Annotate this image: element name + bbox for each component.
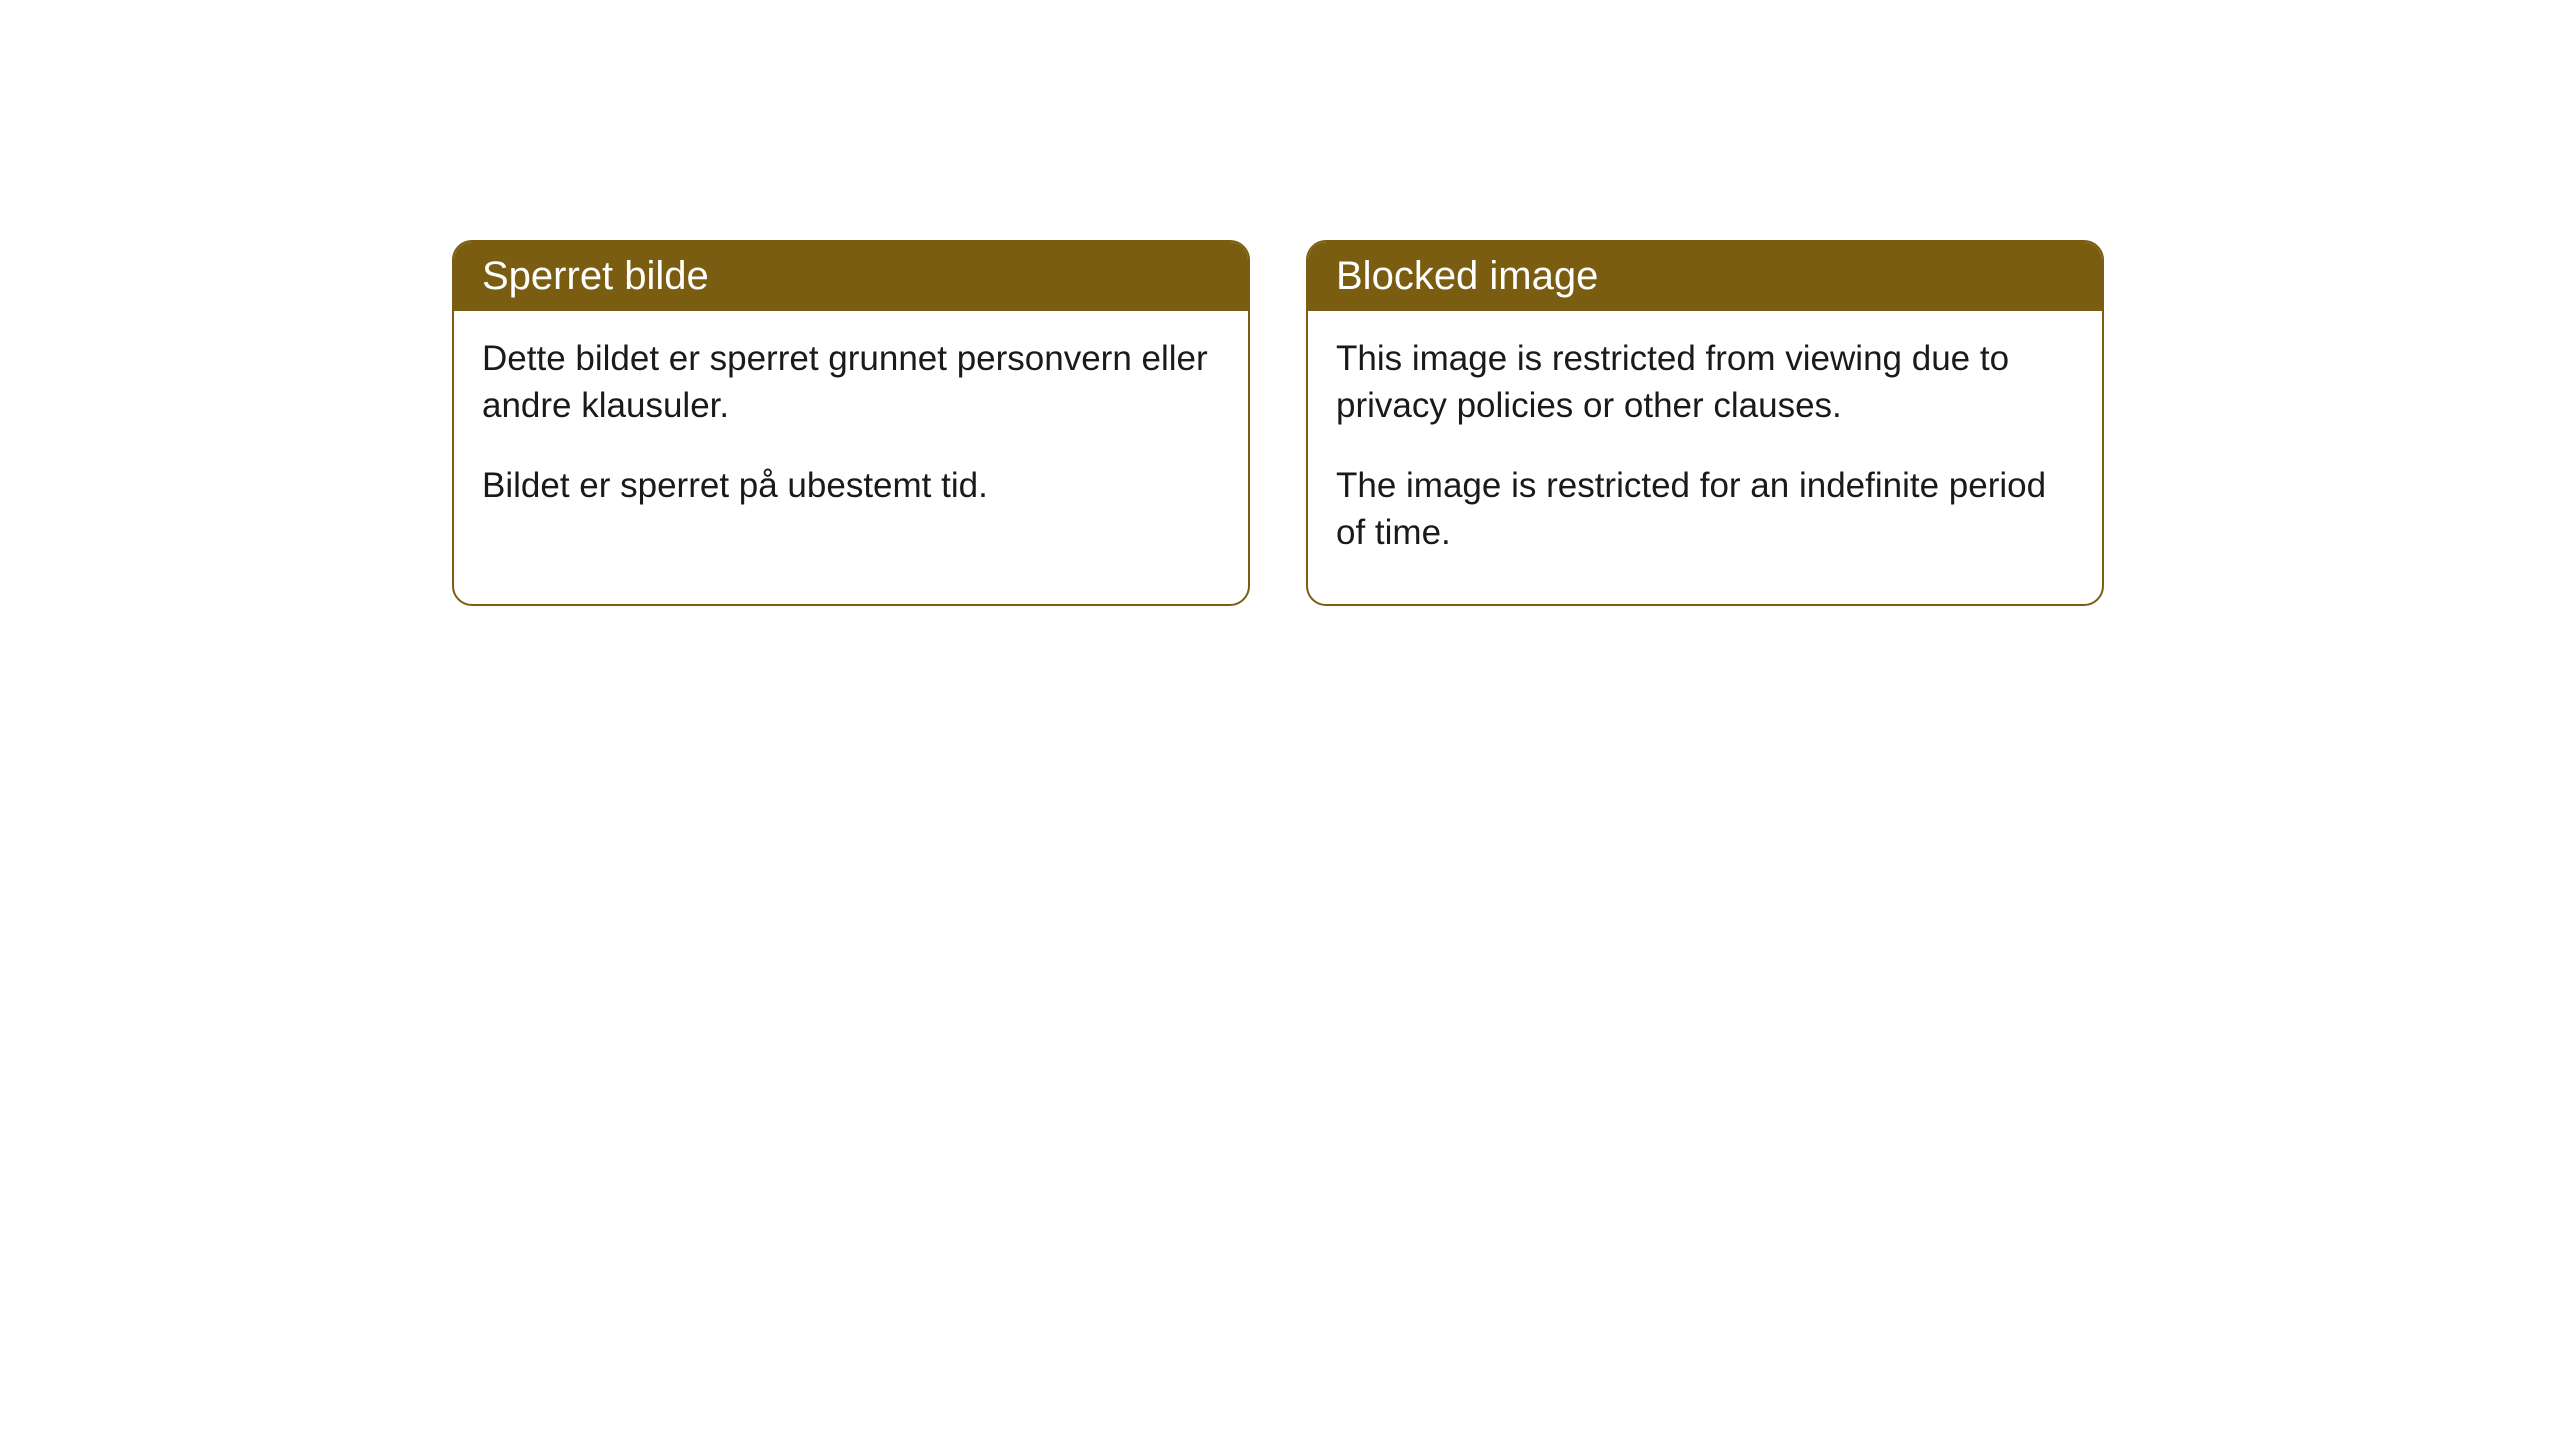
blocked-image-card-norwegian: Sperret bilde Dette bildet er sperret gr…: [452, 240, 1250, 606]
card-body: Dette bildet er sperret grunnet personve…: [454, 311, 1248, 557]
card-body: This image is restricted from viewing du…: [1308, 311, 2102, 604]
card-paragraph-reason: This image is restricted from viewing du…: [1336, 335, 2074, 430]
card-paragraph-duration: The image is restricted for an indefinit…: [1336, 462, 2074, 557]
card-header: Blocked image: [1308, 242, 2102, 311]
blocked-image-card-english: Blocked image This image is restricted f…: [1306, 240, 2104, 606]
card-header: Sperret bilde: [454, 242, 1248, 311]
card-paragraph-duration: Bildet er sperret på ubestemt tid.: [482, 462, 1220, 509]
notice-cards-container: Sperret bilde Dette bildet er sperret gr…: [452, 240, 2560, 606]
card-paragraph-reason: Dette bildet er sperret grunnet personve…: [482, 335, 1220, 430]
